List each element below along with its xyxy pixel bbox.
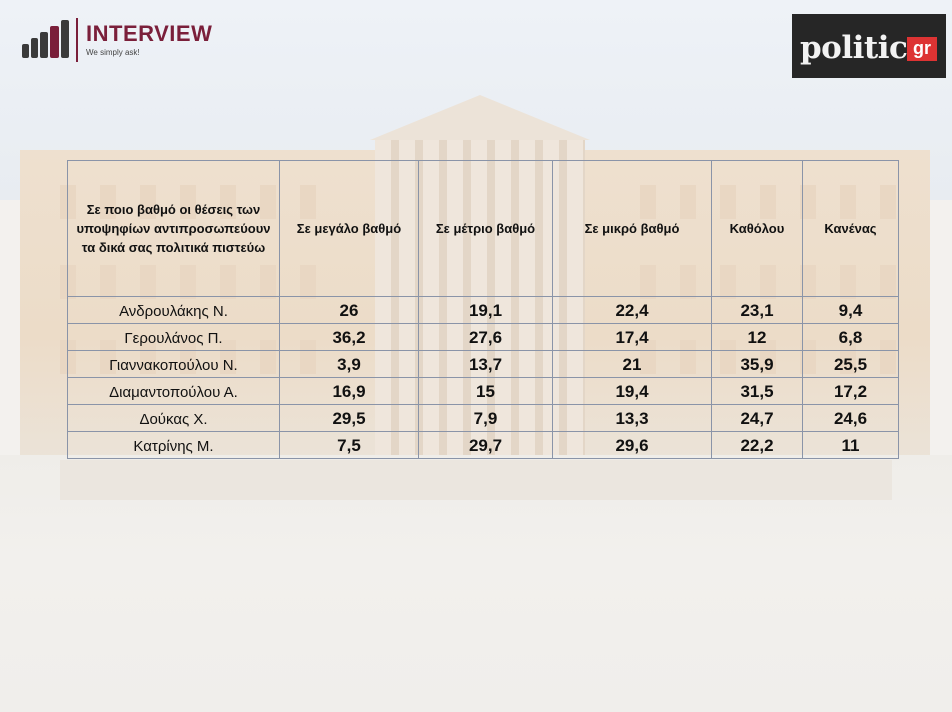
value-cell: 24,7 <box>711 404 803 432</box>
value-cell: 31,5 <box>711 377 803 405</box>
value-cell: 11 <box>802 431 899 459</box>
value-cell: 29,7 <box>418 431 553 459</box>
value-cell: 16,9 <box>279 377 419 405</box>
question-header: Σε ποιο βαθμό οι θέσεις των υποψηφίων αν… <box>67 160 280 297</box>
table-row: Δούκας Χ. 29,5 7,9 13,3 24,7 24,6 <box>67 404 899 432</box>
politic-gr-badge: gr <box>907 37 937 61</box>
politic-word: politic <box>800 30 908 66</box>
value-cell: 13,3 <box>552 404 712 432</box>
value-cell: 36,2 <box>279 323 419 351</box>
value-cell: 17,2 <box>802 377 899 405</box>
value-cell: 17,4 <box>552 323 712 351</box>
value-cell: 29,6 <box>552 431 712 459</box>
candidate-name: Διαμαντοπούλου Α. <box>67 377 280 405</box>
interview-tagline: We simply ask! <box>86 48 140 57</box>
value-cell: 24,6 <box>802 404 899 432</box>
value-cell: 27,6 <box>418 323 553 351</box>
value-cell: 29,5 <box>279 404 419 432</box>
table-row: Γιαννακοπούλου Ν. 3,9 13,7 21 35,9 25,5 <box>67 350 899 378</box>
table-row: Γερουλάνος Π. 36,2 27,6 17,4 12 6,8 <box>67 323 899 351</box>
value-cell: 7,5 <box>279 431 419 459</box>
value-cell: 19,4 <box>552 377 712 405</box>
column-header: Καθόλου <box>711 160 803 297</box>
value-cell: 6,8 <box>802 323 899 351</box>
candidate-name: Γερουλάνος Π. <box>67 323 280 351</box>
candidate-name: Δούκας Χ. <box>67 404 280 432</box>
column-header: Σε μικρό βαθμό <box>552 160 712 297</box>
candidate-name: Κατρίνης Μ. <box>67 431 280 459</box>
table-row: Κατρίνης Μ. 7,5 29,7 29,6 22,2 11 <box>67 431 899 459</box>
bars-icon <box>22 18 70 62</box>
interview-title: INTERVIEW <box>86 21 213 46</box>
value-cell: 12 <box>711 323 803 351</box>
value-cell: 23,1 <box>711 296 803 324</box>
table-row: Ανδρουλάκης Ν. 26 19,1 22,4 23,1 9,4 <box>67 296 899 324</box>
column-header: Κανένας <box>802 160 899 297</box>
candidate-name: Ανδρουλάκης Ν. <box>67 296 280 324</box>
poll-table: Σε ποιο βαθμό οι θέσεις των υποψηφίων αν… <box>67 160 899 459</box>
value-cell: 7,9 <box>418 404 553 432</box>
value-cell: 19,1 <box>418 296 553 324</box>
column-header: Σε μεγάλο βαθμό <box>279 160 419 297</box>
value-cell: 25,5 <box>802 350 899 378</box>
politic-logo: politic gr <box>792 14 946 78</box>
value-cell: 26 <box>279 296 419 324</box>
value-cell: 9,4 <box>802 296 899 324</box>
value-cell: 3,9 <box>279 350 419 378</box>
value-cell: 21 <box>552 350 712 378</box>
value-cell: 22,4 <box>552 296 712 324</box>
value-cell: 35,9 <box>711 350 803 378</box>
value-cell: 13,7 <box>418 350 553 378</box>
interview-logo: INTERVIEW We simply ask! <box>22 14 212 66</box>
candidate-name: Γιαννακοπούλου Ν. <box>67 350 280 378</box>
value-cell: 15 <box>418 377 553 405</box>
value-cell: 22,2 <box>711 431 803 459</box>
column-header: Σε μέτριο βαθμό <box>418 160 553 297</box>
table-row: Διαμαντοπούλου Α. 16,9 15 19,4 31,5 17,2 <box>67 377 899 405</box>
